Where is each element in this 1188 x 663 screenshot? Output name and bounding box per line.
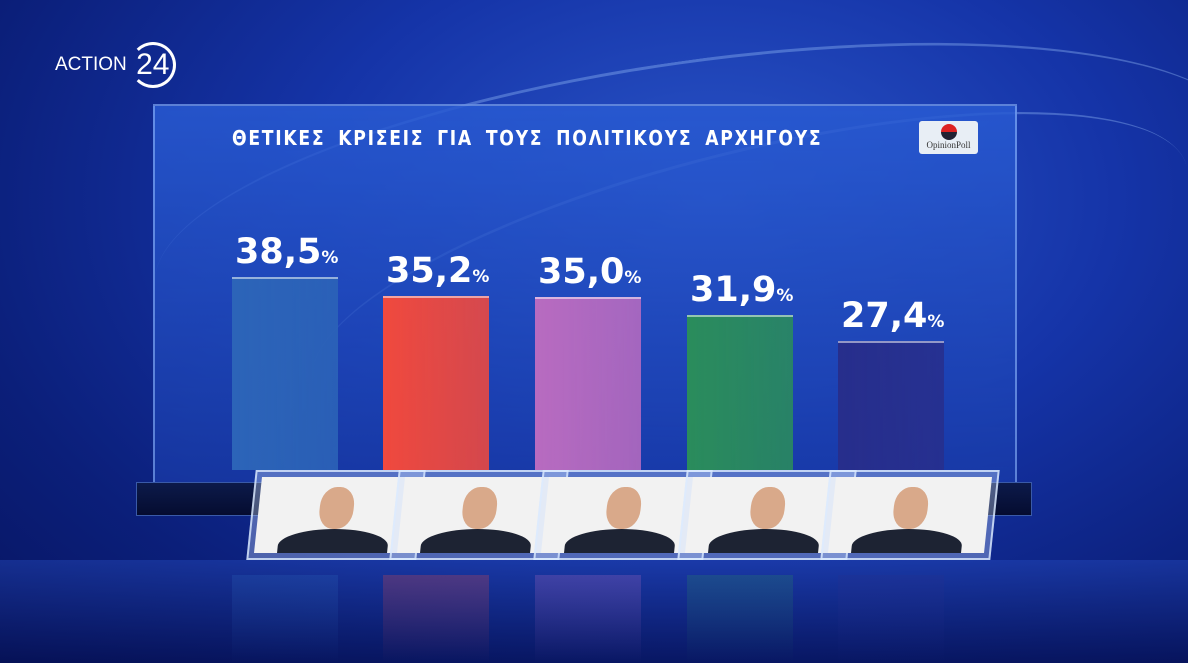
- logo-number: 24: [129, 42, 176, 88]
- data-label: 35,2%: [386, 251, 490, 291]
- data-label: 35,0%: [538, 252, 642, 293]
- bar: [535, 297, 641, 470]
- floor: [0, 560, 1188, 663]
- logo-text: ACTION: [55, 54, 127, 75]
- bar-reflection: [838, 575, 944, 663]
- data-label: 31,9%: [690, 270, 794, 311]
- chart-title: ΘΕΤΙΚΕΣ ΚΡΙΣΕΙΣ ΓΙΑ ΤΟΥΣ ΠΟΛΙΤΙΚΟΥΣ ΑΡΧΗ…: [232, 126, 823, 150]
- bar-reflection: [687, 575, 793, 663]
- bar-reflection: [535, 575, 641, 663]
- leader-photo: [820, 470, 1000, 560]
- bar-reflection: [383, 575, 489, 663]
- bar: [232, 277, 338, 470]
- opinion-poll-logo: OpinionPoll: [919, 121, 978, 154]
- bar-reflection: [232, 575, 338, 663]
- bar: [838, 340, 944, 470]
- data-label: 38,5%: [235, 232, 339, 272]
- bar: [687, 315, 793, 470]
- data-label: 27,4%: [841, 295, 945, 336]
- bar: [383, 296, 489, 470]
- action24-logo: ACTION 24: [55, 42, 176, 88]
